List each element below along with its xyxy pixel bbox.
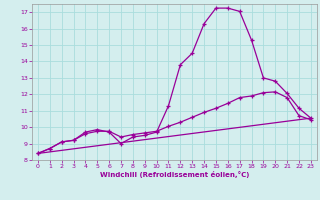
X-axis label: Windchill (Refroidissement éolien,°C): Windchill (Refroidissement éolien,°C) bbox=[100, 171, 249, 178]
